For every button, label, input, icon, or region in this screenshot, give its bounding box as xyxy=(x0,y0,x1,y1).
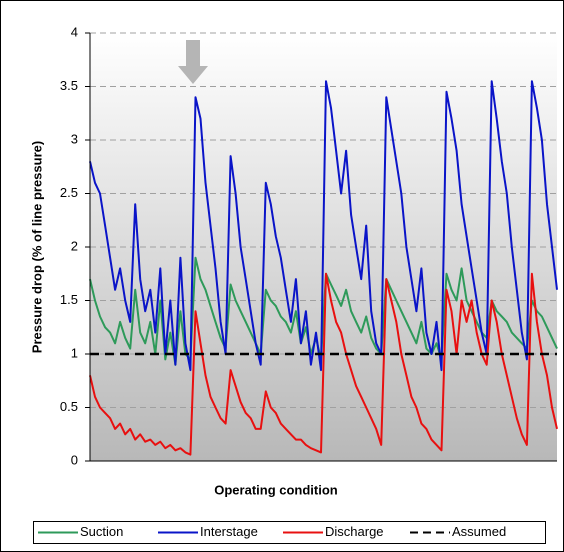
legend-label: Assumed xyxy=(452,524,506,539)
y-tick-label: 0 xyxy=(71,452,78,467)
y-axis-label: Pressure drop (% of line pressure) xyxy=(29,141,44,353)
y-tick-label: 1.5 xyxy=(60,292,78,307)
y-tick-label: 4 xyxy=(71,24,78,39)
arrow xyxy=(178,40,208,84)
legend-label: Interstage xyxy=(200,524,258,539)
lines xyxy=(89,80,558,456)
y-tick-label: 2 xyxy=(71,238,78,253)
y-tick-label: 0.5 xyxy=(60,399,78,414)
y-tick-label: 3.5 xyxy=(60,78,78,93)
series-line xyxy=(89,272,558,456)
y-tick-label: 1 xyxy=(71,345,78,360)
series-line xyxy=(89,80,558,372)
legend: Suction Interstage Discharge Assumed xyxy=(38,524,506,539)
legend-label: Discharge xyxy=(325,524,384,539)
series-line xyxy=(89,256,558,366)
legend-label: Suction xyxy=(80,524,123,539)
y-tick-label: 3 xyxy=(71,131,78,146)
x-axis-label: Operating condition xyxy=(214,482,338,497)
y-tick-label: 2.5 xyxy=(60,185,78,200)
